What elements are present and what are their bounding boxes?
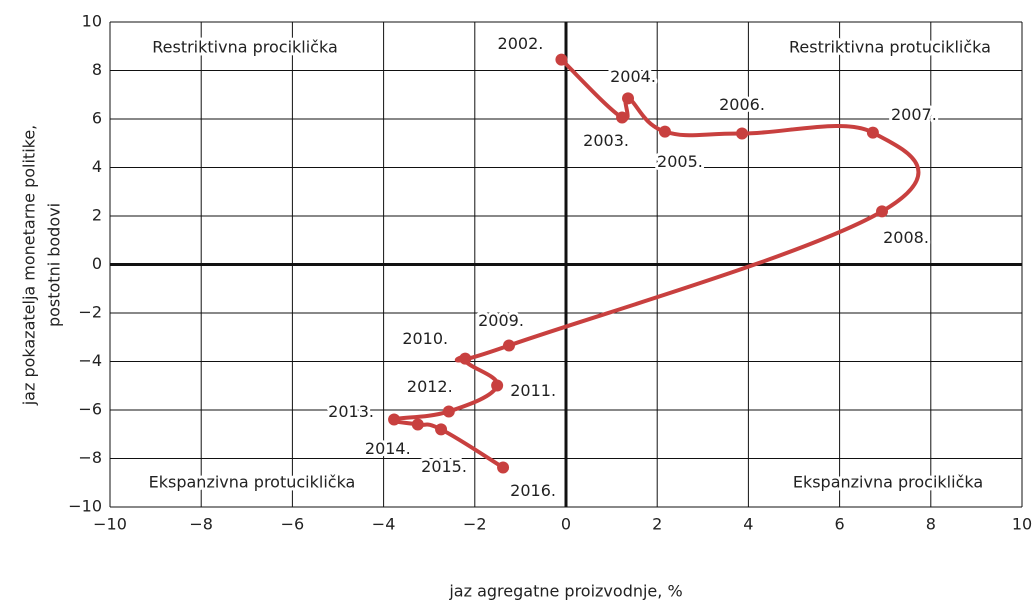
y-tick-label: 2 xyxy=(92,206,102,225)
y-tick-label: −6 xyxy=(78,400,102,419)
point-label: 2008. xyxy=(883,228,929,247)
point xyxy=(442,405,455,418)
point-label: 2007. xyxy=(891,105,937,124)
y-axis-label: jaz pokazatelja monetarne politike, xyxy=(20,125,39,407)
x-tick-label: 0 xyxy=(561,515,571,534)
x-tick-label: 8 xyxy=(926,515,936,534)
x-tick-label: −4 xyxy=(372,515,396,534)
point-label: 2016. xyxy=(510,481,556,500)
point xyxy=(497,461,510,474)
point xyxy=(866,126,879,139)
x-tick-label: −8 xyxy=(189,515,213,534)
point xyxy=(736,127,749,140)
x-tick-label: 6 xyxy=(835,515,845,534)
point-label: 2014. xyxy=(365,439,411,458)
point xyxy=(616,111,629,124)
y-tick-label: −10 xyxy=(68,497,102,516)
x-axis-label: jaz agregatne proizvodnje, % xyxy=(448,582,682,601)
y-tick-label: 8 xyxy=(92,60,102,79)
x-tick-label: 10 xyxy=(1012,515,1032,534)
point xyxy=(622,92,635,105)
quadrant-label: Restriktivna protuciklička xyxy=(789,38,991,57)
point-label: 2009. xyxy=(478,311,524,330)
point xyxy=(555,53,568,66)
point xyxy=(658,125,671,138)
point xyxy=(459,352,472,365)
x-tick-label: 4 xyxy=(743,515,753,534)
y-tick-label: −2 xyxy=(78,303,102,322)
y-tick-label: −4 xyxy=(78,351,102,370)
quadrant-label: Ekspanzivna protuciklička xyxy=(149,473,356,492)
point xyxy=(503,339,515,352)
point xyxy=(388,413,401,426)
point-label: 2015. xyxy=(421,457,467,476)
point-label: 2013. xyxy=(328,402,374,421)
point xyxy=(491,379,504,392)
point-label: 2002. xyxy=(498,34,544,53)
x-tick-label: −10 xyxy=(93,515,127,534)
point xyxy=(411,418,424,431)
point-label: 2005. xyxy=(657,152,703,171)
y-tick-label: −8 xyxy=(78,448,102,467)
quadrant-label: Ekspanzivna prociklička xyxy=(793,473,983,492)
point xyxy=(876,205,889,218)
point-label: 2010. xyxy=(402,329,448,348)
point-label: 2012. xyxy=(407,377,453,396)
quadrant-label: Restriktivna prociklička xyxy=(152,38,338,57)
x-tick-label: 2 xyxy=(652,515,662,534)
point-label: 2003. xyxy=(583,131,629,150)
y-tick-label: 6 xyxy=(92,109,102,128)
point xyxy=(435,423,448,436)
y-tick-label: 0 xyxy=(92,254,102,273)
x-tick-label: −6 xyxy=(281,515,305,534)
x-tick-label: −2 xyxy=(463,515,487,534)
point-label: 2006. xyxy=(719,95,765,114)
y-tick-label: 10 xyxy=(82,12,102,31)
y-tick-label: 4 xyxy=(92,157,102,176)
y-axis-label: postotni bodovi xyxy=(45,203,64,327)
point-label: 2011. xyxy=(510,381,556,400)
point-label: 2004. xyxy=(610,67,656,86)
